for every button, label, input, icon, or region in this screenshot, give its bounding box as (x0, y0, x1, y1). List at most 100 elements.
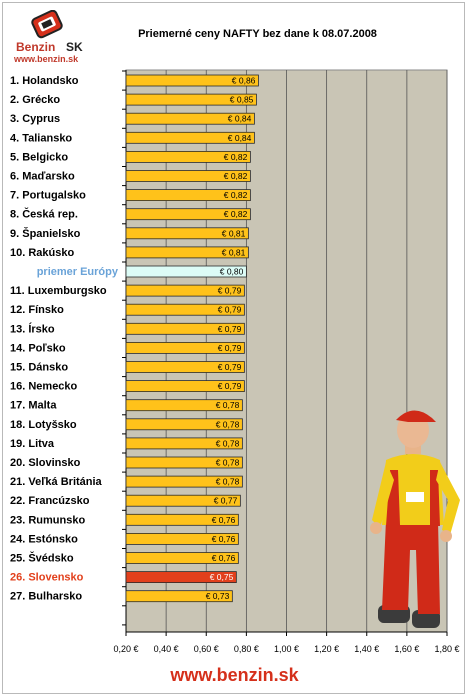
category-label: 24. Estónsko (10, 533, 78, 545)
bar (125, 380, 245, 393)
category-label: 12. Fínsko (10, 304, 64, 316)
bar-value-label: € 0,78 (216, 419, 240, 429)
bar-value-label: € 0,79 (218, 286, 242, 296)
bar (125, 150, 251, 163)
category-label: 20. Slovinsko (10, 457, 81, 469)
bar-value-label: € 0,81 (222, 247, 246, 257)
category-label: 11. Luxemburgsko (10, 285, 107, 297)
bar (125, 322, 245, 335)
bar-value-label: € 0,79 (218, 343, 242, 353)
bar-value-label: € 0,78 (216, 438, 240, 448)
bar-value-label: € 0,78 (216, 400, 240, 410)
bar (125, 494, 241, 507)
bar (125, 189, 251, 202)
category-label: 8. Česká rep. (10, 208, 78, 221)
category-label: 10. Rakúsko (10, 247, 74, 259)
bar-value-label: € 0,76 (212, 534, 236, 544)
logo-emblem-icon (31, 10, 63, 39)
bar-value-label: € 0,82 (224, 209, 248, 219)
bar (125, 341, 245, 354)
bar-value-label: € 0,84 (228, 133, 252, 143)
x-tick-label: 1,40 € (354, 644, 379, 654)
category-label: 25. Švédsko (10, 552, 74, 565)
category-label: 17. Malta (10, 400, 57, 412)
x-tick-label: 0,40 € (154, 644, 179, 654)
bar-value-label: € 0,84 (228, 114, 252, 124)
bar-value-label: € 0,78 (216, 458, 240, 468)
x-tick-label: 0,80 € (234, 644, 259, 654)
category-label: 3. Cyprus (10, 113, 60, 125)
category-label: 2. Grécko (10, 94, 60, 106)
bar (125, 284, 245, 297)
bar-value-label: € 0,76 (212, 553, 236, 563)
bar-value-label: € 0,73 (206, 591, 230, 601)
bar (125, 303, 245, 316)
bar (125, 208, 251, 221)
bar (125, 533, 239, 545)
logo-brand: Benzin (16, 40, 56, 54)
bar (125, 246, 249, 259)
x-tick-label: 1,60 € (394, 644, 419, 654)
bar (125, 456, 243, 469)
logo-url: www.benzin.sk (14, 54, 79, 64)
bar-value-label: € 0,79 (218, 324, 242, 334)
bar-value-label: € 0,85 (230, 95, 254, 105)
bar-value-label: € 0,82 (224, 152, 248, 162)
bar-value-label: € 0,76 (212, 515, 236, 525)
bar (125, 170, 251, 182)
bar (125, 418, 243, 431)
bar-value-label: € 0,79 (218, 305, 242, 315)
footer-url: www.benzin.sk (170, 665, 299, 685)
category-label: 5. Belgicko (10, 151, 68, 163)
bar-value-label: € 0,82 (224, 171, 248, 181)
bar-value-label: € 0,86 (232, 76, 256, 86)
chart-title: Priemerné ceny NAFTY bez dane k 08.07.20… (138, 28, 377, 40)
chart-frame (2, 2, 465, 694)
x-tick-label: 0,60 € (194, 644, 219, 654)
bar-value-label: € 0,79 (218, 362, 242, 372)
category-label: priemer Európy (37, 266, 119, 278)
x-tick-label: 1,20 € (314, 644, 339, 654)
bar-value-label: € 0,79 (218, 381, 242, 391)
bar (125, 227, 249, 240)
benzin-logo: Benzin SK www.benzin.sk (8, 10, 88, 66)
bar (125, 399, 243, 412)
category-label: 7. Portugalsko (10, 190, 86, 202)
bar (125, 513, 239, 526)
x-tick-label: 1,80 € (434, 644, 459, 654)
x-tick-label: 0,20 € (113, 644, 138, 654)
category-label: 15. Dánsko (10, 362, 68, 374)
bar-value-label: € 0,75 (210, 572, 234, 582)
category-label: 16. Nemecko (10, 381, 78, 393)
bar-value-label: € 0,78 (216, 477, 240, 487)
category-label: 19. Litva (10, 438, 55, 450)
bar (125, 571, 237, 583)
category-label: 13. Írsko (10, 322, 55, 335)
category-label: 6. Maďarsko (10, 171, 75, 183)
bar-value-label: € 0,81 (222, 228, 246, 238)
worker-mascot-icon (370, 410, 460, 628)
bar-value-label: € 0,80 (220, 267, 244, 277)
category-label: 9. Španielsko (10, 227, 81, 240)
bar (125, 361, 245, 373)
category-label: 22. Francúzsko (10, 495, 90, 507)
bar-value-label: € 0,77 (214, 496, 238, 506)
category-label: 26. Slovensko (10, 572, 84, 584)
x-tick-label: 1,00 € (274, 644, 299, 654)
bar (125, 475, 243, 488)
bar (125, 112, 255, 125)
category-label: 1. Holandsko (10, 75, 79, 87)
category-label: 4. Taliansko (10, 132, 72, 144)
bar (125, 437, 243, 450)
bar (125, 552, 239, 564)
bar (125, 590, 233, 603)
category-label: 23. Rumunsko (10, 514, 85, 526)
bar (125, 93, 257, 106)
category-label: 27. Bulharsko (10, 591, 82, 603)
bar-value-label: € 0,82 (224, 190, 248, 200)
bar (125, 265, 247, 278)
logo-suffix: SK (66, 40, 83, 54)
bar (125, 131, 255, 144)
category-label: 18. Lotyšsko (10, 419, 77, 431)
